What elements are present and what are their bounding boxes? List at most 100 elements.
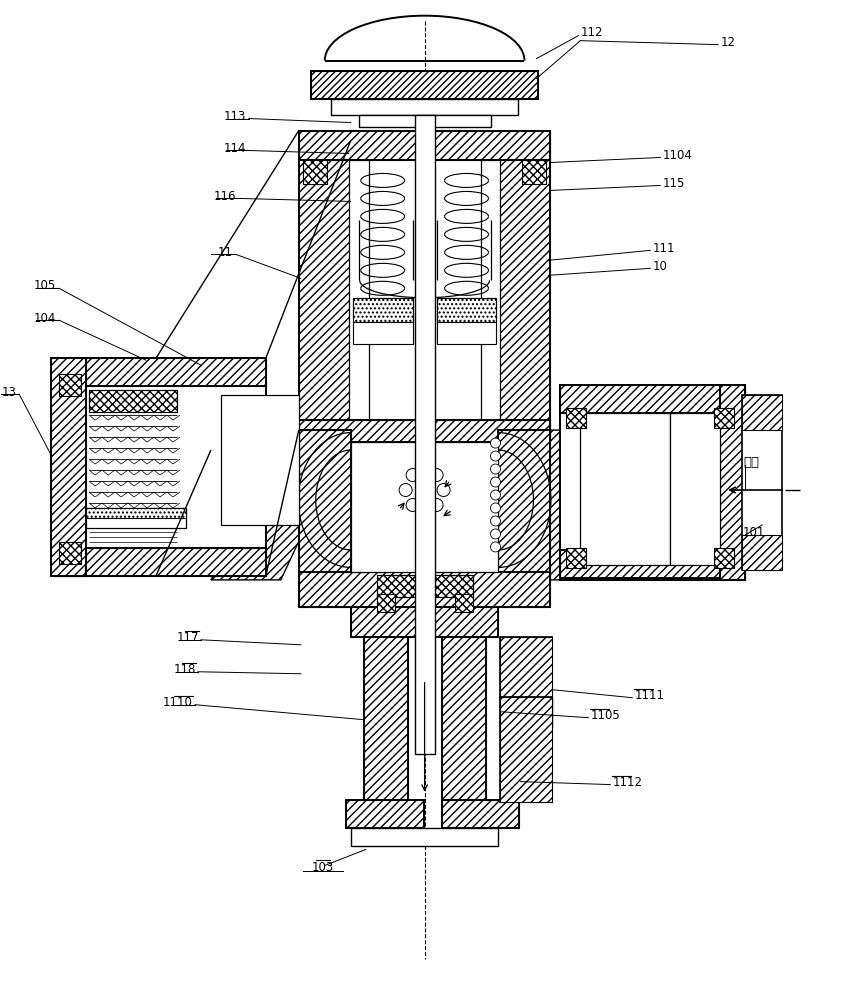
Bar xyxy=(501,697,553,802)
Bar xyxy=(742,395,782,430)
Text: 111: 111 xyxy=(652,242,675,255)
Bar xyxy=(59,374,82,396)
Bar xyxy=(299,572,550,607)
Bar xyxy=(299,131,550,160)
Bar xyxy=(720,385,745,580)
Circle shape xyxy=(406,499,419,511)
Bar xyxy=(363,637,408,805)
Bar xyxy=(346,800,424,828)
Bar xyxy=(303,160,327,184)
Bar xyxy=(311,71,538,99)
Bar xyxy=(435,575,473,597)
Text: 113: 113 xyxy=(223,110,246,123)
Circle shape xyxy=(406,469,419,482)
Bar xyxy=(498,131,550,430)
Text: 1112: 1112 xyxy=(612,776,643,789)
Bar xyxy=(560,385,745,580)
Bar xyxy=(501,697,553,802)
Circle shape xyxy=(491,464,501,474)
Circle shape xyxy=(491,490,501,500)
Bar xyxy=(436,298,497,322)
Bar xyxy=(714,408,734,428)
Bar xyxy=(560,550,745,578)
Bar xyxy=(377,594,395,612)
Circle shape xyxy=(430,469,443,482)
Bar xyxy=(501,697,553,727)
Bar xyxy=(351,607,498,637)
Text: 117: 117 xyxy=(177,631,199,644)
Bar xyxy=(363,637,408,805)
Bar xyxy=(436,298,497,322)
Text: 116: 116 xyxy=(213,190,236,203)
Bar xyxy=(560,385,745,413)
Bar xyxy=(51,358,266,386)
Bar xyxy=(299,131,550,160)
Bar xyxy=(299,430,351,582)
Bar xyxy=(299,131,351,430)
Bar xyxy=(51,358,86,576)
Text: 103: 103 xyxy=(312,861,334,874)
Circle shape xyxy=(491,438,501,448)
Polygon shape xyxy=(541,430,618,580)
Text: 118: 118 xyxy=(173,663,196,676)
Circle shape xyxy=(491,516,501,526)
Bar xyxy=(299,420,550,442)
Bar xyxy=(454,594,473,612)
Circle shape xyxy=(418,462,431,475)
Bar xyxy=(352,322,413,344)
Bar xyxy=(51,358,266,576)
Bar xyxy=(377,575,473,597)
Bar xyxy=(299,131,351,430)
Bar xyxy=(670,413,720,565)
Text: 11: 11 xyxy=(218,246,233,259)
Text: 13: 13 xyxy=(2,386,16,399)
Bar xyxy=(51,358,266,386)
Bar xyxy=(441,800,520,828)
Text: 进水: 进水 xyxy=(743,456,759,469)
Bar xyxy=(351,442,498,572)
Circle shape xyxy=(491,503,501,513)
Bar xyxy=(311,71,538,99)
Circle shape xyxy=(430,499,443,511)
Bar xyxy=(89,390,177,412)
Bar xyxy=(566,548,587,568)
Bar xyxy=(498,430,550,582)
Bar xyxy=(352,298,413,322)
Bar xyxy=(566,408,587,428)
Text: 101: 101 xyxy=(743,526,766,539)
Bar xyxy=(560,385,745,413)
Polygon shape xyxy=(211,430,351,580)
Bar xyxy=(742,535,782,570)
Text: 1105: 1105 xyxy=(590,709,620,722)
Text: 12: 12 xyxy=(720,36,735,49)
Circle shape xyxy=(399,484,412,497)
Bar xyxy=(299,430,351,582)
Bar xyxy=(414,115,435,754)
Bar xyxy=(441,637,486,805)
Bar xyxy=(501,637,553,697)
Text: 10: 10 xyxy=(652,260,667,273)
Bar xyxy=(522,160,547,184)
Circle shape xyxy=(437,484,450,497)
Text: 112: 112 xyxy=(581,26,603,39)
Bar xyxy=(436,322,497,344)
Circle shape xyxy=(491,477,501,487)
Bar xyxy=(51,358,86,576)
Bar xyxy=(441,637,486,805)
Bar xyxy=(51,548,266,576)
Circle shape xyxy=(491,542,501,552)
Bar xyxy=(351,828,498,846)
Bar xyxy=(441,800,520,828)
Bar xyxy=(346,800,424,828)
Bar xyxy=(720,385,745,580)
Bar xyxy=(299,420,550,442)
Bar xyxy=(560,550,745,578)
Text: 1111: 1111 xyxy=(634,689,664,702)
Bar xyxy=(742,395,782,570)
Bar xyxy=(51,548,266,576)
Circle shape xyxy=(491,529,501,539)
Bar xyxy=(221,395,299,525)
Text: 1110: 1110 xyxy=(163,696,193,709)
Text: 114: 114 xyxy=(223,142,246,155)
Bar xyxy=(481,160,501,420)
